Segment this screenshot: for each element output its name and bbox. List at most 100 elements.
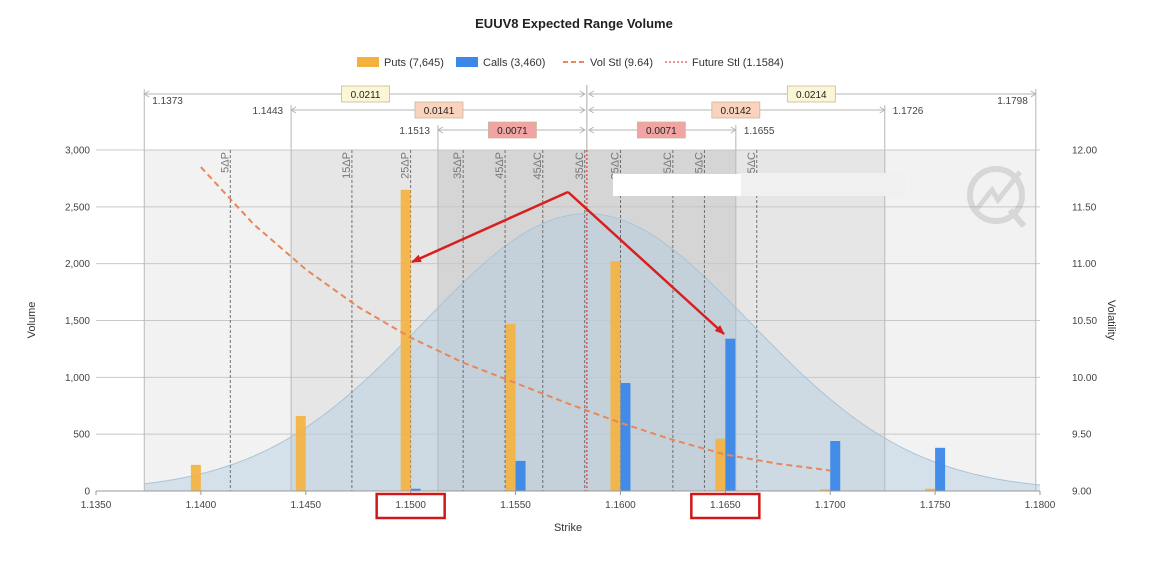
bracket-arrow [290, 106, 297, 114]
legend-label: Future Stl (1.1584) [692, 57, 784, 69]
delta-label: 25ΔC [609, 152, 621, 180]
put-bar [610, 261, 621, 491]
chart-title: EUUV8 Expected Range Volume [475, 16, 673, 31]
y-tick-label: 2,500 [65, 202, 90, 213]
range-width-label: 0.0071 [646, 126, 677, 137]
range-width-tag [786, 85, 836, 103]
legend-label: Vol Stl (9.64) [590, 57, 653, 69]
distribution-area [144, 213, 1040, 491]
legend-label: Puts (7,645) [384, 57, 444, 69]
delta-label: 15ΔP [341, 152, 353, 179]
put-bar [820, 489, 831, 491]
call-bar [935, 447, 946, 491]
range-width-label: 0.0141 [424, 106, 455, 117]
bracket-arrow [587, 126, 595, 134]
bracket-arrow [579, 126, 586, 134]
x-tick-label: 1.1700 [815, 500, 846, 511]
legend-label: Calls (3,460) [483, 57, 545, 69]
put-bar [925, 488, 936, 491]
x-tick-label: 1.1350 [81, 500, 112, 511]
range-width-label: 0.0211 [351, 90, 381, 101]
y2-tick-label: 11.00 [1072, 259, 1097, 270]
range-high-label: 1.1726 [893, 106, 924, 117]
delta-label: 45ΔP [494, 152, 506, 179]
y2-tick-label: 9.00 [1072, 487, 1092, 498]
y-tick-label: 0 [84, 487, 90, 498]
range-width-tag [711, 101, 761, 119]
y2-tick-label: 10.00 [1072, 373, 1097, 384]
highlight-box [375, 492, 446, 520]
put-bar [715, 438, 726, 491]
x-tick-label: 1.1650 [710, 500, 741, 511]
watermark-tail [1007, 208, 1027, 228]
annotation-arrow-left [411, 190, 569, 264]
range-width-tag [636, 121, 686, 139]
y2-tick-label: 9.50 [1072, 430, 1092, 441]
annotation-label-box [613, 174, 741, 196]
y-tick-label: 2,000 [65, 259, 90, 270]
bracket-arrow [730, 126, 737, 134]
put-bar [190, 464, 201, 491]
call-bar [410, 488, 421, 491]
range-width-label: 0.0142 [721, 106, 752, 117]
x-tick-label: 1.1500 [395, 500, 426, 511]
range-high-label: 1.1655 [744, 126, 775, 137]
watermark-zigzag [974, 170, 1022, 212]
bracket-arrow [579, 90, 586, 98]
put-bar [400, 189, 411, 492]
x-axis-title: Strike [554, 522, 582, 534]
bracket-arrow [579, 106, 586, 114]
bracket-arrow [879, 106, 886, 114]
x-tick-label: 1.1750 [920, 500, 951, 511]
delta-label: 35ΔC [574, 152, 586, 180]
bracket-arrow [587, 90, 595, 98]
range-width-tag [414, 101, 464, 119]
annotation-label-bg [740, 173, 905, 196]
legend-swatch [357, 57, 379, 67]
legend: Puts (7,645) Calls (3,460) Vol Stl (9.64) F… [357, 57, 784, 69]
range-width-label: 0.0214 [796, 90, 827, 101]
y-tick-label: 1,500 [65, 316, 90, 327]
range-width-label: 0.0071 [497, 126, 528, 137]
put-bar [505, 323, 516, 491]
delta-label: 45ΔC [693, 152, 705, 180]
delta-label: 35ΔC [662, 152, 674, 180]
y2-tick-label: 11.50 [1072, 202, 1097, 213]
x-tick-label: 1.1450 [290, 500, 321, 511]
bracket-arrow [436, 126, 444, 134]
y2-axis-title: Volatility [1105, 300, 1117, 341]
plot-area: 5ΔP 15ΔP 25ΔP 35ΔP 45ΔP 45ΔC 35ΔC 25ΔC 35ΔC 45ΔC 5… [65, 146, 1097, 520]
y2-tick-label: 12.00 [1072, 146, 1097, 157]
x-tick-label: 1.1600 [605, 500, 636, 511]
delta-label: 5ΔP [219, 152, 231, 173]
range-low-label: 1.1513 [399, 126, 430, 137]
legend-swatch [456, 57, 478, 67]
delta-label: 35ΔP [452, 152, 464, 179]
x-tick-label: 1.1800 [1025, 500, 1056, 511]
bracket-arrow [143, 90, 150, 98]
range-high-label: 1.1798 [997, 96, 1028, 107]
y-tick-label: 3,000 [65, 146, 90, 157]
y-tick-label: 500 [73, 430, 90, 441]
bracket-arrow [1030, 90, 1037, 98]
call-bar [620, 383, 631, 491]
x-tick-label: 1.1400 [186, 500, 217, 511]
annotation-arrow-right [567, 191, 725, 335]
range-low-label: 1.1443 [252, 106, 283, 117]
range-width-tag [341, 85, 390, 103]
bracket-arrow [587, 106, 595, 114]
delta-label: 5ΔC [746, 152, 758, 173]
range-brackets: 1.1373 1.1798 0.0211 0.0214 1.1443 1.1726 0.01… [143, 85, 1037, 150]
range-low-label: 1.1373 [152, 96, 183, 107]
range-width-tag [488, 121, 537, 139]
watermark-ring [967, 166, 1025, 224]
y-axis-title: Volume [26, 302, 38, 339]
watermark-logo [967, 166, 1027, 228]
call-bar [515, 460, 526, 491]
put-bar [295, 415, 306, 491]
y-tick-label: 1,000 [65, 373, 90, 384]
x-tick-label: 1.1550 [500, 500, 531, 511]
y2-tick-label: 10.50 [1072, 316, 1097, 327]
